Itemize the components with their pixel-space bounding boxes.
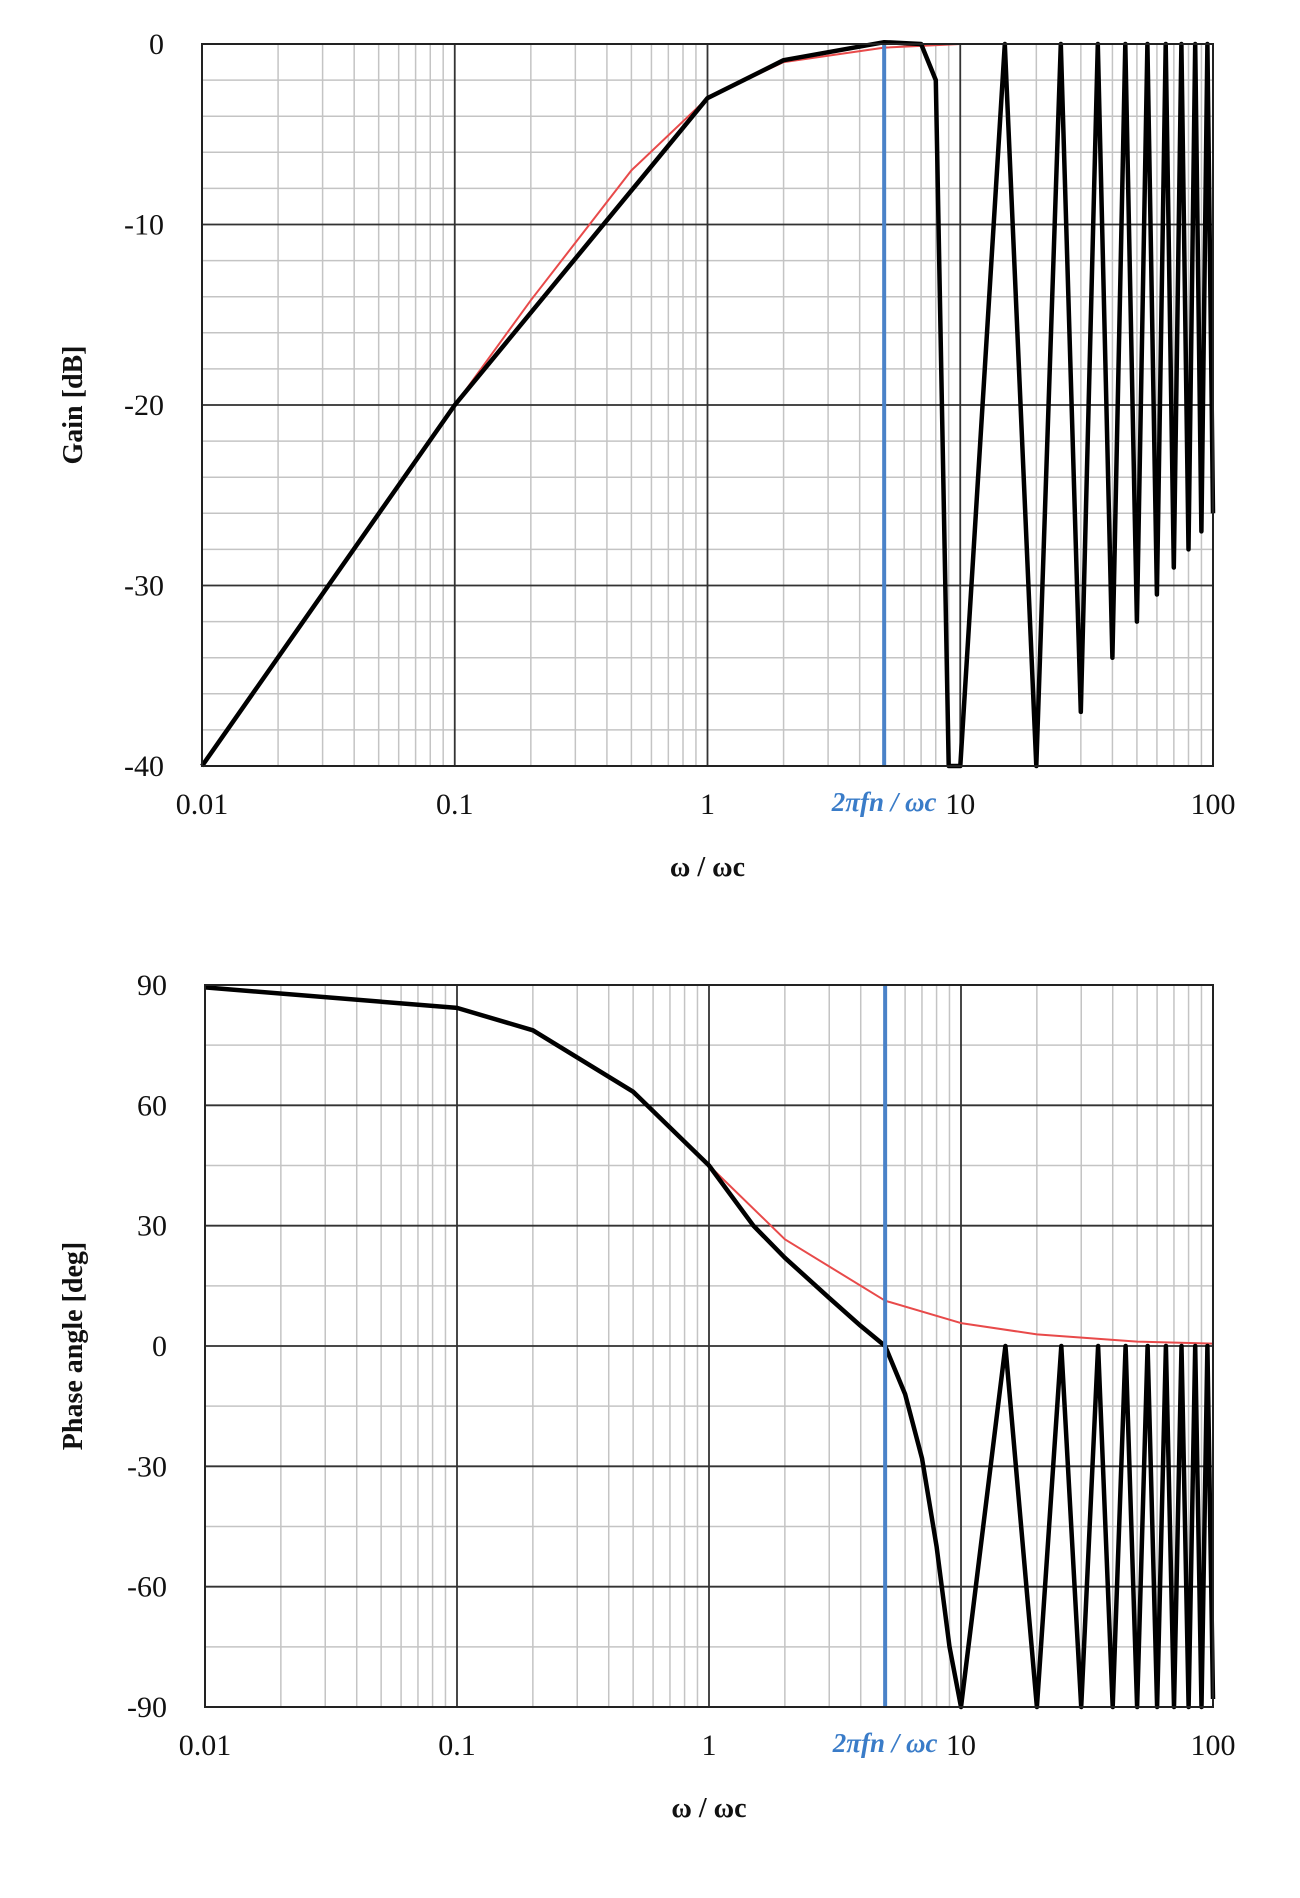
phase-y-tick-label: 90: [137, 969, 167, 1002]
phase-marker-label: 2πfn / ωc: [832, 1728, 938, 1758]
phase-y-axis-label: Phase angle [deg]: [58, 1242, 89, 1450]
phase-x-tick-labels: 0.01 0.1 1 10 100: [179, 1729, 1236, 1762]
phase-y-tick-label: 60: [137, 1089, 167, 1122]
phase-y-tick-label: 0: [152, 1330, 167, 1363]
gain-y-tick-label: -20: [124, 389, 164, 422]
phase-plot-frame: [204, 984, 1214, 1708]
phase-x-tick-label: 0.1: [438, 1729, 476, 1762]
gain-plot-frame: [201, 43, 1214, 767]
gain-x-tick-label: 100: [1191, 788, 1236, 821]
phase-x-tick-label: 0.01: [179, 1729, 232, 1762]
phase-x-axis-label: ω / ωc: [671, 1793, 746, 1824]
phase-x-tick-label: 1: [702, 1729, 717, 1762]
gain-x-tick-label: 0.01: [176, 788, 229, 821]
phase-y-tick-label: -90: [127, 1691, 167, 1724]
phase-y-tick-label: -60: [127, 1571, 167, 1604]
gain-x-tick-label: 10: [945, 788, 975, 821]
gain-y-tick-label: 0: [149, 28, 164, 61]
gain-y-tick-labels: 0 -10 -20 -30 -40: [124, 28, 164, 783]
gain-marker-label: 2πfn / ωc: [831, 787, 937, 817]
gain-y-tick-label: -30: [124, 570, 164, 603]
gain-x-axis-label: ω / ωc: [670, 852, 745, 883]
gain-y-axis-label: Gain [dB]: [58, 345, 89, 464]
gain-y-tick-label: -10: [124, 209, 164, 242]
phase-y-tick-label: 30: [137, 1210, 167, 1243]
phase-y-tick-labels: 90 60 30 0 -30 -60 -90: [127, 969, 167, 1724]
phase-y-tick-label: -30: [127, 1450, 167, 1483]
gain-x-tick-label: 1: [700, 788, 715, 821]
gain-x-tick-labels: 0.01 0.1 1 10 100: [176, 788, 1236, 821]
gain-y-tick-label: -40: [124, 750, 164, 783]
gain-x-tick-label: 0.1: [436, 788, 474, 821]
gain-chart: 0.01 0.1 1 10 100 0 -10 -20 -30 -40 2πfn / ωc ω …: [58, 28, 1236, 883]
phase-x-tick-label: 10: [946, 1729, 976, 1762]
phase-x-tick-label: 100: [1191, 1729, 1236, 1762]
